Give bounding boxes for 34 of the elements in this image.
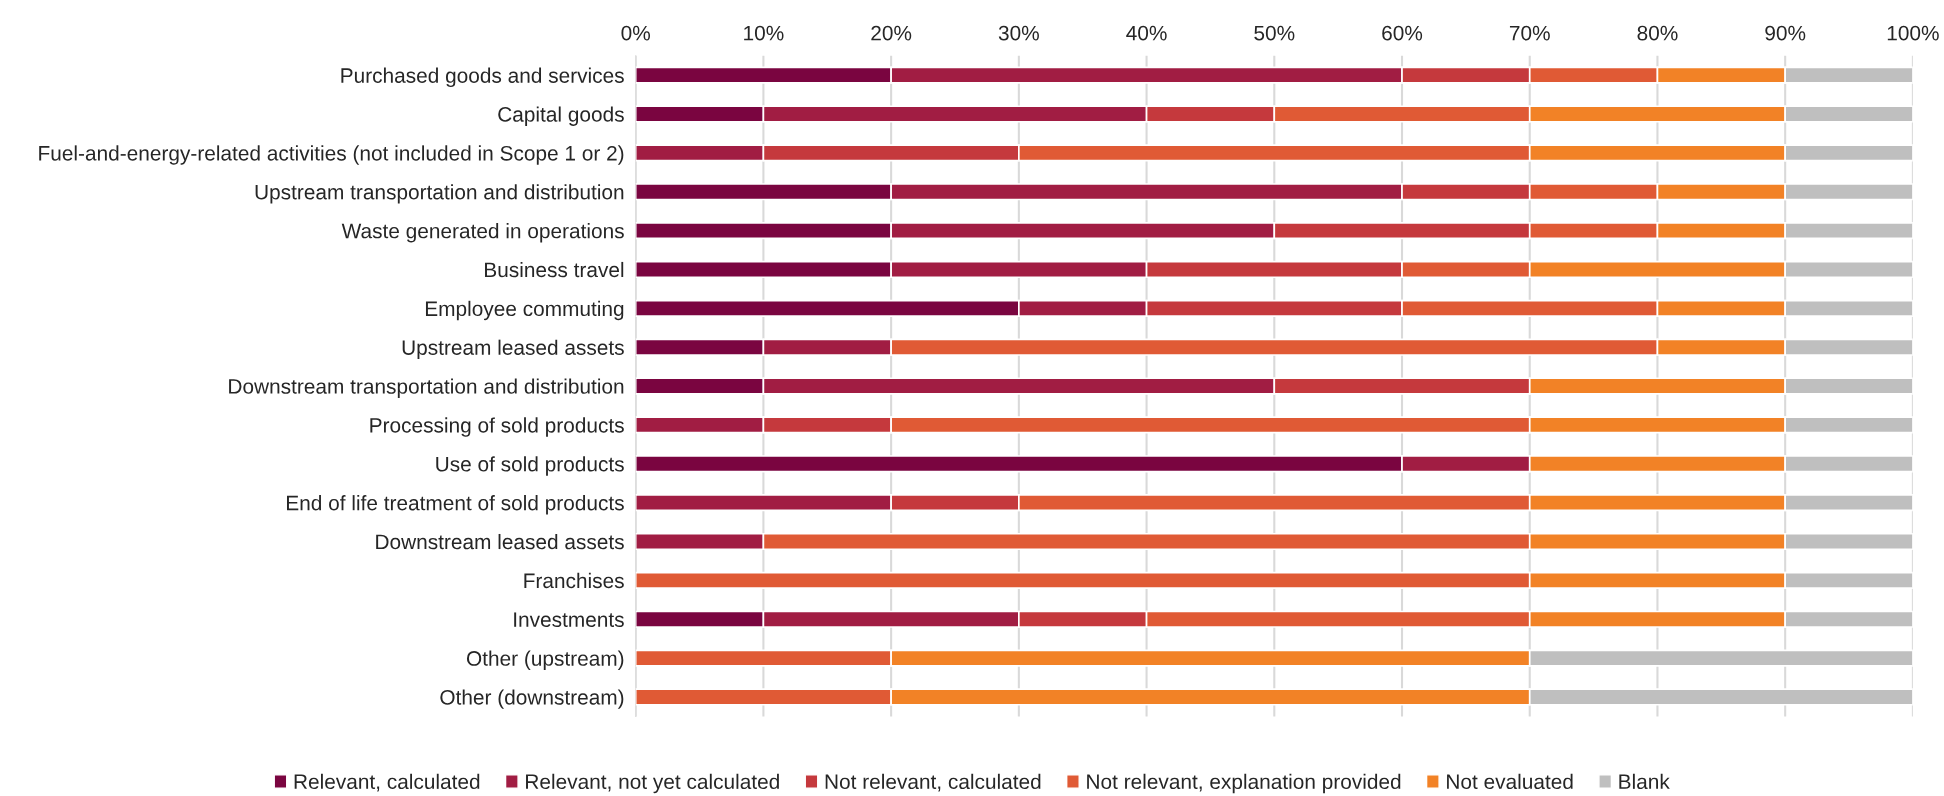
x-tick-label: 30% xyxy=(998,25,1039,41)
y-tick-label: Waste generated in operations xyxy=(341,223,624,243)
y-tick-label: Employee commuting xyxy=(425,300,624,321)
y-tick-label: Use of sold products xyxy=(436,456,624,476)
x-tick-label: 70% xyxy=(1509,25,1550,41)
y-tick-label: Fuel-and-energy-related activities (not included in Scope 1 or 2) xyxy=(39,145,624,165)
y-tick-label: Business travel xyxy=(485,261,624,278)
legend-label: Relevant, not yet calculated xyxy=(526,773,779,794)
legend-label: Not evaluated xyxy=(1447,773,1573,790)
y-tick-label: Other (upstream) xyxy=(466,650,624,670)
y-tick-label: Upstream transportation and distribution xyxy=(255,184,624,204)
x-tick-label: 40% xyxy=(1126,25,1167,41)
y-tick-label: Capital goods xyxy=(498,106,624,126)
y-tick-label: Purchased goods and services xyxy=(341,67,624,88)
x-tick-label: 60% xyxy=(1382,25,1423,41)
y-tick-label: Downstream leased assets xyxy=(376,533,624,550)
x-tick-label: 0% xyxy=(621,25,650,41)
y-tick-label: Processing of sold products xyxy=(370,417,624,437)
y-tick-label: Franchises xyxy=(524,572,624,589)
y-tick-label: Downstream transportation and distribution xyxy=(229,378,624,398)
y-tick-label: Other (downstream) xyxy=(440,689,624,709)
legend-label: Blank xyxy=(1619,773,1670,790)
x-tick-label: 50% xyxy=(1254,25,1295,41)
legend-label: Relevant, calculated xyxy=(294,773,480,792)
x-tick-label: 10% xyxy=(744,25,784,41)
y-tick-label: Upstream leased assets xyxy=(402,339,624,360)
x-tick-label: 20% xyxy=(871,25,912,41)
legend-label: Not relevant, explanation provided xyxy=(1087,773,1401,794)
x-tick-label: 100% xyxy=(1887,25,1939,41)
y-tick-label: Investments xyxy=(514,612,624,627)
y-tick-label: End of life treatment of sold products xyxy=(287,495,624,515)
legend-label: Not relevant, calculated xyxy=(825,773,1041,792)
x-tick-label: 90% xyxy=(1765,25,1806,41)
x-tick-label: 80% xyxy=(1637,25,1678,41)
